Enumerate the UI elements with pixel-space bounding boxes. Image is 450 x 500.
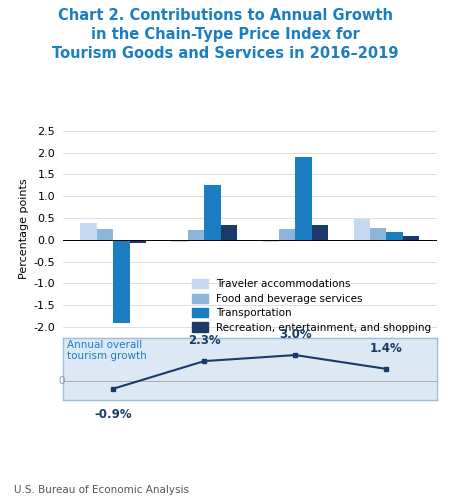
Bar (204, 186, 220, 240)
Text: 3.0%: 3.0% (279, 328, 311, 341)
Legend: Traveler accommodations, Food and beverage services, Transportation, Recreation,: Traveler accommodations, Food and bevera… (192, 279, 431, 332)
Bar (262, 240, 279, 242)
Text: 2.3%: 2.3% (188, 334, 220, 347)
Text: 0: 0 (58, 376, 65, 386)
Bar (113, 240, 130, 322)
Bar (403, 236, 419, 240)
Bar (370, 228, 387, 240)
Bar (279, 229, 295, 240)
Text: U.S. Bureau of Economic Analysis: U.S. Bureau of Economic Analysis (14, 485, 189, 495)
Bar (220, 226, 237, 240)
Bar (80, 223, 97, 240)
Bar (295, 157, 312, 240)
Bar (188, 230, 204, 240)
Bar (171, 240, 188, 242)
Bar (312, 224, 328, 240)
Bar (97, 229, 113, 240)
Bar (354, 219, 370, 240)
Text: 1.4%: 1.4% (370, 342, 403, 355)
Bar (130, 240, 146, 243)
Text: Chart 2. Contributions to Annual Growth
in the Chain-Type Price Index for
Touris: Chart 2. Contributions to Annual Growth … (52, 8, 398, 61)
Bar (387, 232, 403, 240)
Text: -0.9%: -0.9% (94, 408, 132, 421)
Text: Annual overall
tourism growth: Annual overall tourism growth (67, 340, 147, 361)
Y-axis label: Percentage points: Percentage points (19, 178, 29, 279)
